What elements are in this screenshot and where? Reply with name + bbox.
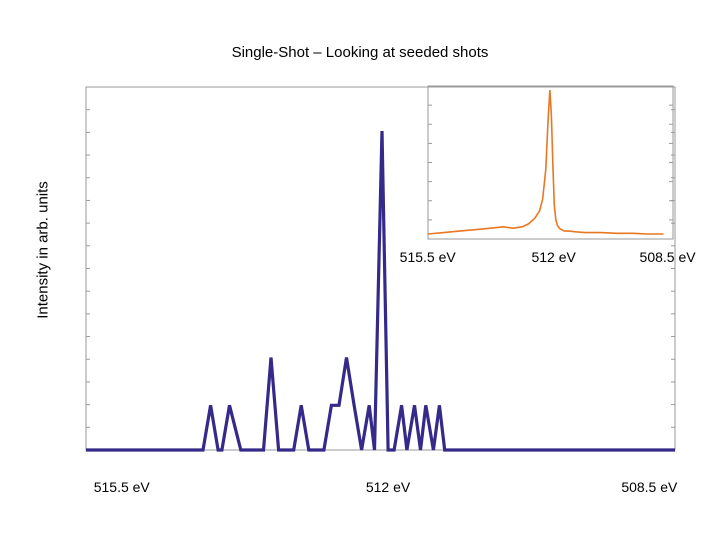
chart-title: Single-Shot – Looking at seeded shots: [231, 44, 489, 61]
main-tick-label: 508.5 eV: [621, 479, 678, 495]
inset-series-line: [427, 89, 664, 235]
inset-tick-label: 508.5 eV: [640, 249, 697, 265]
main-tick-label: 515.5 eV: [94, 479, 151, 495]
main-plot-area: 515.5 eV 512 eV 508.5 eV: [85, 86, 678, 495]
main-series-line: [86, 130, 675, 452]
inset-plot-area: 515.5 eV 512 eV 508.5 eV: [400, 85, 697, 265]
inset-tick-label: 515.5 eV: [400, 249, 457, 265]
main-tick-label: 512 eV: [366, 479, 411, 495]
inset-tick-label: 512 eV: [531, 249, 576, 265]
